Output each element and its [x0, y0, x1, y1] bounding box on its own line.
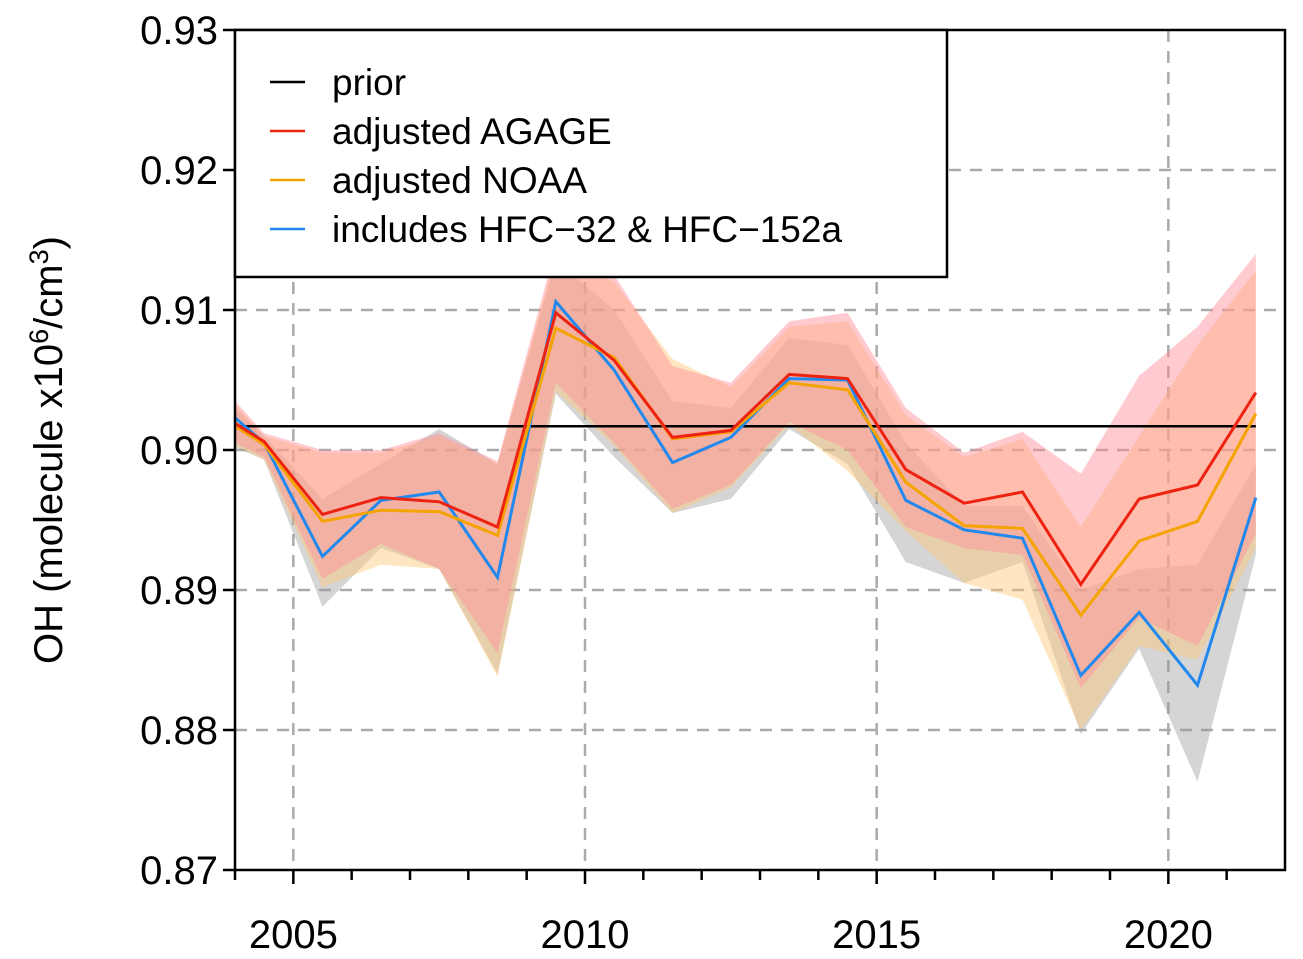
band-2 [235, 254, 1256, 730]
legend-label: includes HFC−32 & HFC−152a [332, 209, 842, 250]
y-axis-label-main: OH (molecule x10 [27, 344, 71, 664]
legend-label: prior [332, 62, 406, 103]
y-axis-label-mid: /cm [27, 264, 71, 328]
x-tick-label: 2010 [541, 913, 630, 957]
y-tick-label: 0.88 [140, 709, 218, 753]
legend-label: adjusted NOAA [332, 160, 587, 201]
y-axis-label: OH (molecule x106/cm3) [24, 236, 71, 664]
y-tick-label: 0.90 [140, 429, 218, 473]
series-lines [234, 298, 1258, 689]
axes: 2005 2010 2015 2020 0.87 0.88 0.89 0.90 0.91 0.92… [140, 9, 1287, 957]
y-tick-label: 0.87 [140, 849, 218, 893]
band-1 [235, 247, 1256, 688]
x-tick-label: 2005 [249, 913, 338, 957]
x-tick-label: 2015 [832, 913, 921, 957]
y-tick-label: 0.92 [140, 149, 218, 193]
y-tick-label: 0.93 [140, 9, 218, 53]
legend: prior adjusted AGAGE adjusted NOAA includes… [233, 28, 949, 279]
x-tick-label: 2020 [1124, 913, 1213, 957]
band-3 [235, 261, 1256, 782]
uncertainty-bands [235, 247, 1256, 782]
y-tick-label: 0.89 [140, 569, 218, 613]
y-axis-label-end: ) [27, 236, 71, 249]
y-axis-label-exp1: 6 [24, 329, 54, 344]
legend-box [233, 28, 949, 279]
y-axis-label-exp2: 3 [24, 249, 54, 264]
y-tick-label: 0.91 [140, 289, 218, 333]
legend-label: adjusted AGAGE [332, 111, 612, 152]
